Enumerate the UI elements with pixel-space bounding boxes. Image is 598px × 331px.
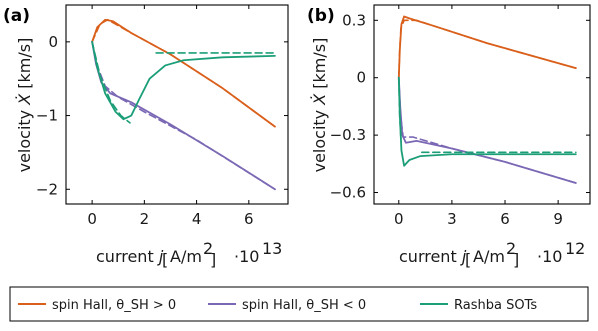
y-tick-label: 0.3 <box>342 11 366 29</box>
series-line-dashed <box>91 18 276 128</box>
svg-text:]: ] <box>210 250 216 269</box>
plot-frame-a <box>65 4 289 205</box>
series-line-dashed <box>397 19 577 79</box>
y-tick-label: −2 <box>36 180 58 198</box>
svg-text:A/m: A/m <box>170 247 202 266</box>
x-tick-label: 9 <box>553 210 563 228</box>
x-tick-label: 2 <box>140 210 150 228</box>
series-line-solid <box>91 18 276 128</box>
y-tick-label: −0.3 <box>330 126 366 144</box>
x-tick-label: 3 <box>447 210 457 228</box>
y-tick-label: −1 <box>36 107 58 125</box>
x-tick-label: 0 <box>87 210 97 228</box>
y-tick-label: 0 <box>356 69 366 87</box>
y-tick-label: 0 <box>48 33 58 51</box>
x-tick-label: 6 <box>500 210 510 228</box>
svg-text:A/m: A/m <box>473 247 505 266</box>
panel-label-b: (b) <box>307 6 335 26</box>
x-axis-label-a: current j [ A/m 2 ] ·10 13 <box>96 239 282 269</box>
series-line-solid <box>91 40 276 121</box>
y-axis-label-b: velocity Ẋ [km/s] <box>310 38 329 173</box>
x-tick-label: 0 <box>394 210 404 228</box>
svg-text:12: 12 <box>565 239 585 258</box>
svg-text:2: 2 <box>203 239 213 258</box>
svg-text:current j: current j <box>96 247 164 266</box>
series-line-dashed <box>91 41 131 124</box>
svg-text:[: [ <box>162 250 168 269</box>
y-axis-label-a: velocity Ẋ [km/s] <box>15 38 34 173</box>
legend-label: Rashba SOTs <box>454 298 537 313</box>
svg-text:13: 13 <box>262 239 282 258</box>
svg-text:·10: ·10 <box>234 247 259 266</box>
svg-text:2: 2 <box>506 239 516 258</box>
x-axis-label-b: current j [ A/m 2 ] ·10 12 <box>399 239 585 269</box>
series-line-solid <box>397 76 577 184</box>
series-line-solid <box>397 15 577 79</box>
legend-label: spin Hall, θ_SH < 0 <box>242 298 366 313</box>
x-tick-label: 6 <box>244 210 254 228</box>
svg-text:[: [ <box>465 250 471 269</box>
series-line-dashed <box>397 76 402 140</box>
legend-box <box>9 286 589 322</box>
panel-label-a: (a) <box>3 6 30 26</box>
legend-label: spin Hall, θ_SH > 0 <box>52 298 176 313</box>
svg-text:]: ] <box>513 250 519 269</box>
x-tick-label: 4 <box>192 210 202 228</box>
plot-frame-b <box>373 4 591 205</box>
svg-text:current j: current j <box>399 247 467 266</box>
svg-text:·10: ·10 <box>537 247 562 266</box>
y-tick-label: −0.6 <box>330 184 366 202</box>
series-line-dashed <box>397 76 577 184</box>
